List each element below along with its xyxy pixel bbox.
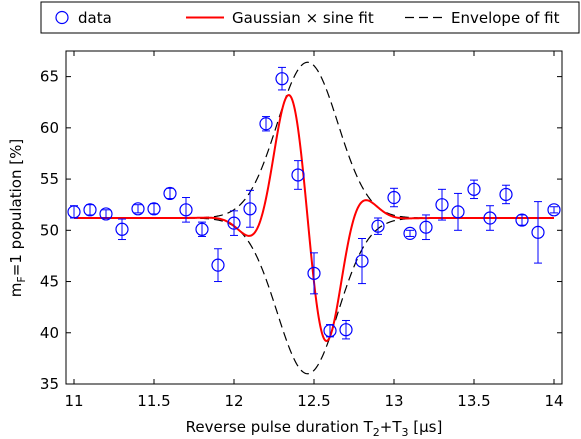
x-axis-title-unit: [μs]: [409, 418, 443, 436]
x-axis-title: Reverse pulse duration T2+T3 [μs]: [186, 418, 443, 439]
data-marker: [547, 203, 561, 217]
data-marker: [419, 220, 433, 234]
y-tick-label: 40: [40, 324, 59, 342]
x-tick-label: 14: [544, 392, 563, 410]
x-axis-title-sub2: 3: [402, 426, 409, 439]
data-marker: [83, 203, 97, 217]
x-tick-label: 12.5: [297, 392, 330, 410]
data-point: [323, 324, 337, 338]
data-marker: [211, 258, 225, 272]
data-marker: [195, 222, 209, 236]
data-point: [67, 205, 81, 219]
data-marker: [435, 198, 449, 212]
y-axis-title: mF=1 population [%]: [7, 139, 28, 297]
legend-data-marker: [55, 10, 69, 25]
data-point: [259, 116, 273, 132]
y-axis-title-rest: =1 population [%]: [7, 139, 25, 276]
data-point: [403, 226, 417, 240]
data-point: [243, 189, 257, 228]
data-point: [307, 252, 321, 295]
data-marker: [227, 216, 241, 230]
data-marker: [451, 205, 465, 219]
data-marker: [515, 213, 529, 227]
data-marker: [531, 225, 545, 239]
legend-envelope-label: Envelope of fit: [451, 9, 560, 27]
x-tick-label: 11.5: [137, 392, 170, 410]
data-point: [483, 205, 497, 231]
data-marker: [307, 266, 321, 280]
x-tick-label: 13.5: [457, 392, 490, 410]
data-point: [387, 187, 401, 208]
data-point: [163, 186, 177, 201]
data-point: [451, 192, 465, 231]
y-axis-title-sub: F: [15, 276, 28, 282]
data-marker: [147, 202, 161, 216]
data-point: [547, 203, 561, 217]
legend: data Gaussian × sine fit Envelope of fit: [40, 1, 580, 34]
fit-layer: [74, 94, 554, 342]
data-marker: [243, 202, 257, 216]
data-marker: [163, 186, 177, 201]
x-tick-label: 12: [224, 392, 243, 410]
envelope-lower-line: [74, 217, 554, 375]
y-tick-label: 60: [40, 119, 59, 137]
data-point: [355, 238, 369, 285]
data-marker: [323, 324, 337, 338]
data-marker: [403, 226, 417, 240]
data-point: [275, 66, 289, 91]
data-point: [179, 197, 193, 223]
data-point: [339, 319, 353, 340]
data-point: [419, 214, 433, 241]
data-marker: [339, 323, 353, 337]
y-axis-title-prefix: m: [7, 283, 25, 298]
tick-layer: 11 11.5 12 12.5 13 13.5 14 35 40 45 50 55 60 65: [40, 51, 564, 410]
fit-line: [74, 94, 554, 342]
data-point: [531, 201, 545, 264]
data-marker: [467, 182, 481, 196]
data-point: [515, 213, 529, 227]
y-tick-label: 65: [40, 68, 59, 86]
x-tick-label: 11: [64, 392, 83, 410]
x-axis-title-sub1: 2: [373, 426, 380, 439]
x-axis-title-mid: +T: [380, 418, 403, 436]
data-point: [435, 188, 449, 221]
data-point: [371, 217, 385, 235]
data-marker: [259, 117, 273, 131]
y-tick-label: 50: [40, 221, 59, 239]
legend-data-label: data: [78, 9, 112, 27]
data-marker: [67, 205, 81, 219]
data-marker: [291, 168, 305, 182]
data-marker: [387, 190, 401, 205]
data-point: [131, 202, 145, 216]
data-marker: [115, 222, 129, 236]
legend-box: [40, 1, 580, 34]
x-axis-title-main: Reverse pulse duration T: [186, 418, 374, 436]
envelope-upper-line: [74, 61, 554, 219]
data-marker: [99, 207, 113, 221]
data-point: [291, 160, 305, 190]
data-layer: [67, 66, 561, 340]
data-marker: [131, 202, 145, 216]
data-point: [467, 179, 481, 200]
data-marker: [275, 72, 289, 86]
data-marker: [179, 203, 193, 217]
y-tick-label: 55: [40, 170, 59, 188]
data-point: [83, 203, 97, 217]
data-point: [499, 184, 513, 205]
legend-fit-label: Gaussian × sine fit: [232, 9, 374, 27]
data-point: [227, 210, 241, 236]
data-marker: [499, 187, 513, 202]
data-marker: [483, 211, 497, 225]
data-point: [211, 248, 225, 283]
data-point: [195, 221, 209, 237]
y-tick-label: 45: [40, 273, 59, 291]
data-marker: [371, 219, 385, 233]
y-tick-label: 35: [40, 375, 59, 393]
data-point: [147, 202, 161, 216]
x-tick-label: 13: [384, 392, 403, 410]
data-point: [115, 218, 129, 241]
data-marker: [355, 254, 369, 268]
data-point: [99, 207, 113, 221]
